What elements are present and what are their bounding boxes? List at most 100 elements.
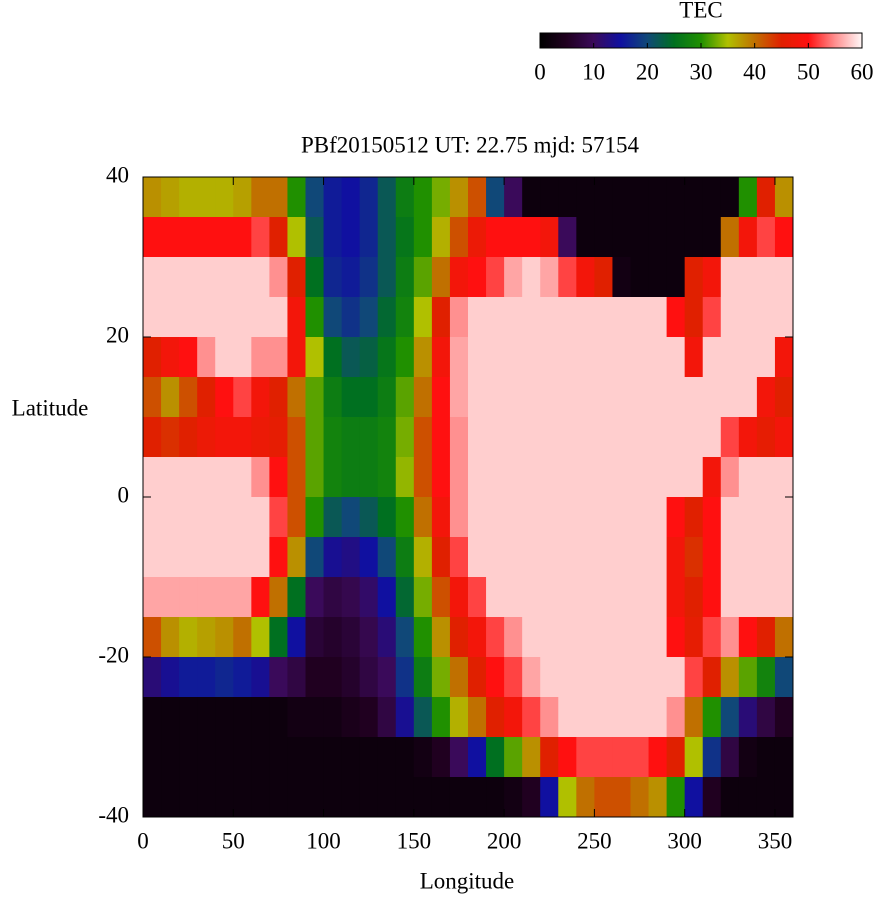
heat-cell bbox=[522, 337, 541, 378]
heat-cell bbox=[666, 457, 686, 498]
heat-cell bbox=[395, 497, 415, 538]
heat-cell bbox=[143, 217, 162, 258]
heat-cell bbox=[540, 737, 559, 778]
heat-cell bbox=[720, 777, 740, 818]
heat-cell bbox=[504, 417, 523, 458]
heat-cell bbox=[468, 777, 487, 818]
heat-cell bbox=[558, 177, 577, 218]
heat-cell bbox=[504, 657, 523, 698]
heat-cell bbox=[341, 337, 361, 378]
heat-cell bbox=[504, 297, 523, 338]
heat-cell bbox=[143, 777, 162, 818]
heat-cell bbox=[774, 377, 794, 418]
heat-cell bbox=[648, 257, 668, 298]
heat-cell bbox=[161, 217, 180, 258]
heat-cell bbox=[449, 297, 469, 338]
heat-cell bbox=[576, 657, 595, 698]
heat-cell bbox=[251, 297, 270, 338]
heat-cell bbox=[702, 257, 722, 298]
heat-cell bbox=[630, 617, 650, 658]
heat-cell bbox=[377, 577, 397, 618]
heat-cell bbox=[504, 617, 523, 658]
heat-cell bbox=[341, 377, 361, 418]
heat-cell bbox=[702, 737, 722, 778]
heat-cell bbox=[756, 777, 776, 818]
heat-cell bbox=[251, 457, 270, 498]
heat-cell bbox=[377, 177, 397, 218]
heat-cell bbox=[395, 737, 415, 778]
heat-cell bbox=[576, 577, 595, 618]
heat-cell bbox=[287, 617, 306, 658]
heat-cell bbox=[323, 457, 343, 498]
heat-cell bbox=[287, 537, 306, 578]
heat-cell bbox=[233, 217, 252, 258]
heat-cell bbox=[323, 617, 343, 658]
heat-cell bbox=[377, 377, 397, 418]
heat-cell bbox=[413, 337, 433, 378]
heat-cell bbox=[468, 217, 487, 258]
heat-cell bbox=[251, 577, 270, 618]
heat-cell bbox=[233, 537, 252, 578]
heat-cell bbox=[666, 737, 686, 778]
y-tick-label: 20 bbox=[106, 322, 129, 347]
heat-cell bbox=[197, 777, 216, 818]
heat-cell bbox=[377, 217, 397, 258]
heat-cell bbox=[161, 657, 180, 698]
heat-cell bbox=[143, 457, 162, 498]
heat-cell bbox=[269, 417, 288, 458]
heat-cell bbox=[612, 177, 631, 218]
heat-cell bbox=[449, 217, 469, 258]
heat-cell bbox=[720, 217, 740, 258]
heat-cell bbox=[648, 577, 668, 618]
heat-cell bbox=[468, 737, 487, 778]
heat-cell bbox=[449, 417, 469, 458]
heat-cell bbox=[215, 697, 234, 738]
heat-cell bbox=[251, 497, 270, 538]
heat-cell bbox=[756, 657, 776, 698]
heat-cell bbox=[449, 537, 469, 578]
heat-cell bbox=[377, 537, 397, 578]
heat-cell bbox=[251, 417, 270, 458]
colorbar-tick-label: 20 bbox=[636, 59, 659, 84]
heat-cell bbox=[576, 697, 595, 738]
heat-cell bbox=[449, 697, 469, 738]
heat-cell bbox=[756, 537, 776, 578]
heat-cell bbox=[612, 257, 631, 298]
heat-cell bbox=[738, 177, 758, 218]
heat-cell bbox=[197, 457, 216, 498]
heat-cell bbox=[594, 257, 613, 298]
heat-cell bbox=[540, 297, 559, 338]
heat-cell bbox=[684, 497, 704, 538]
heat-cell bbox=[486, 217, 505, 258]
heat-cell bbox=[468, 377, 487, 418]
heat-cell bbox=[341, 457, 361, 498]
heat-cell bbox=[197, 577, 216, 618]
heat-cell bbox=[486, 697, 505, 738]
heat-cell bbox=[486, 497, 505, 538]
heat-cell bbox=[233, 337, 252, 378]
heat-cell bbox=[612, 697, 631, 738]
heat-cell bbox=[305, 377, 325, 418]
heat-cell bbox=[323, 737, 343, 778]
heat-cell bbox=[197, 297, 216, 338]
heat-cell bbox=[648, 217, 668, 258]
heat-cell bbox=[251, 177, 270, 218]
heat-cell bbox=[558, 417, 577, 458]
heat-cell bbox=[413, 377, 433, 418]
heat-cell bbox=[341, 297, 361, 338]
y-axis-label: Latitude bbox=[12, 395, 89, 420]
heat-cell bbox=[215, 497, 234, 538]
heat-cell bbox=[251, 537, 270, 578]
heat-cell bbox=[233, 617, 252, 658]
heat-cell bbox=[233, 497, 252, 538]
colorbar-tick-label: 30 bbox=[690, 59, 713, 84]
heat-cell bbox=[143, 377, 162, 418]
heat-cell bbox=[215, 217, 234, 258]
heat-cell bbox=[143, 537, 162, 578]
heat-cell bbox=[413, 497, 433, 538]
heat-cell bbox=[287, 337, 306, 378]
heat-cell bbox=[576, 297, 595, 338]
heat-cell bbox=[305, 617, 325, 658]
heat-cell bbox=[395, 617, 415, 658]
